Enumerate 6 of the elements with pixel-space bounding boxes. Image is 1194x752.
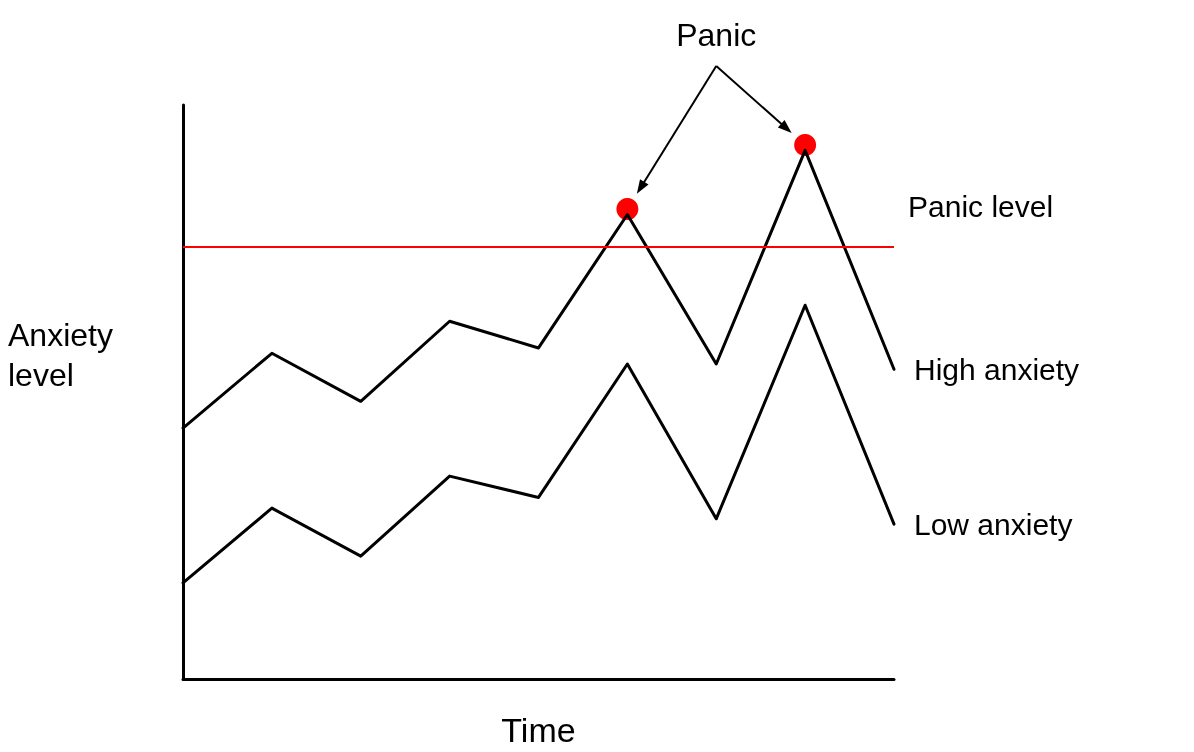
text: Panic xyxy=(676,17,757,53)
series-label: High anxiety xyxy=(914,352,1080,386)
series-label: Low anxiety xyxy=(914,507,1073,541)
x-axis-title: Time xyxy=(501,711,576,749)
ref-line-label: Panic level xyxy=(908,190,1054,223)
y-axis-title: Anxiety level xyxy=(8,317,122,393)
